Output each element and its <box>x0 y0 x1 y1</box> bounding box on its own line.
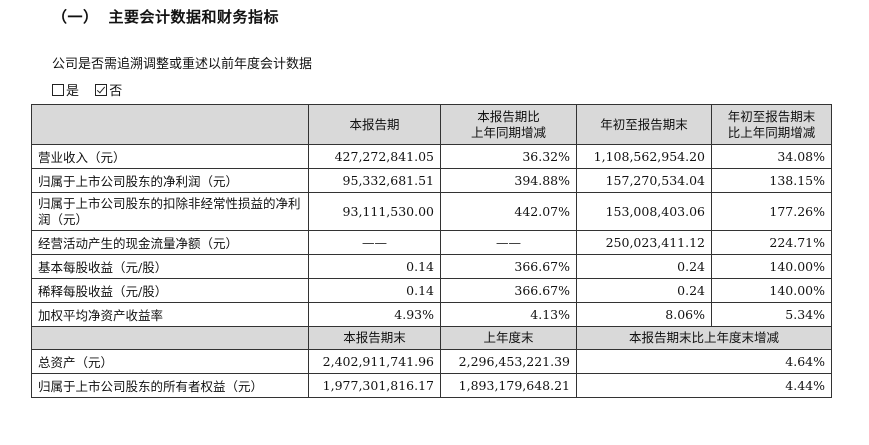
cell-value: 442.07% <box>440 192 577 231</box>
cell-value: 153,008,403.06 <box>576 192 712 231</box>
cell-value: 4.93% <box>308 302 441 327</box>
cell-value: 0.14 <box>308 254 441 279</box>
section-title: 主要会计数据和财务指标 <box>108 8 280 26</box>
cell-value: 4.44% <box>576 373 832 398</box>
table-row: 营业收入（元） 427,272,841.05 36.32% 1,108,562,… <box>31 144 832 169</box>
table1-header-blank <box>31 104 309 145</box>
cell-value: 138.15% <box>711 168 832 193</box>
table-row: 稀释每股收益（元/股） 0.14 366.67% 0.24 140.00% <box>31 278 832 303</box>
row-label: 归属于上市公司股东的扣除非经常性损益的净利润（元） <box>31 192 309 231</box>
table2-header-row: 本报告期末 上年度末 本报告期末比上年度末增减 <box>31 326 832 350</box>
restate-choices: 是 否 <box>52 80 122 99</box>
table2-header-change: 本报告期末比上年度末增减 <box>576 326 832 350</box>
table-row: 经营活动产生的现金流量净额（元） —— —— 250,023,411.12 22… <box>31 230 832 255</box>
table-row: 基本每股收益（元/股） 0.14 366.67% 0.24 140.00% <box>31 254 832 279</box>
table2-header-blank <box>31 326 309 350</box>
restate-question: 公司是否需追溯调整或重述以前年度会计数据 <box>52 57 313 72</box>
checkbox-yes[interactable] <box>52 84 64 96</box>
checkbox-no[interactable] <box>95 84 108 96</box>
cell-value: 93,111,530.00 <box>308 192 441 231</box>
table1-header-ytd: 年初至报告期末 <box>576 104 712 145</box>
row-label: 归属于上市公司股东的所有者权益（元） <box>31 373 309 398</box>
row-label: 经营活动产生的现金流量净额（元） <box>31 230 309 255</box>
table-row: 归属于上市公司股东的扣除非经常性损益的净利润（元） 93,111,530.00 … <box>31 192 832 231</box>
row-label: 归属于上市公司股东的净利润（元） <box>31 168 309 193</box>
cell-value: 0.24 <box>576 278 712 303</box>
cell-value: 427,272,841.05 <box>308 144 441 169</box>
cell-value: 34.08% <box>711 144 832 169</box>
cell-value: 140.00% <box>711 254 832 279</box>
cell-value: 4.64% <box>576 349 832 374</box>
cell-value: 394.88% <box>440 168 577 193</box>
cell-value: 5.34% <box>711 302 832 327</box>
cell-value: —— <box>440 230 577 255</box>
table-row: 归属于上市公司股东的净利润（元） 95,332,681.51 394.88% 1… <box>31 168 832 193</box>
table1-header-ytd-change: 年初至报告期末 比上年同期增减 <box>711 104 832 145</box>
row-label: 总资产（元） <box>31 349 309 374</box>
cell-value: 157,270,534.04 <box>576 168 712 193</box>
cell-value: 1,977,301,816.17 <box>308 373 441 398</box>
cell-value: 177.26% <box>711 192 832 231</box>
financial-table: 本报告期 本报告期比 上年同期增减 年初至报告期末 年初至报告期末 比上年同期增减 … <box>31 104 832 398</box>
cell-value: 2,296,453,221.39 <box>440 349 577 374</box>
cell-value: 366.67% <box>440 278 577 303</box>
table2-header-prior-year-end: 上年度末 <box>440 326 577 350</box>
cell-value: 140.00% <box>711 278 832 303</box>
row-label: 基本每股收益（元/股） <box>31 254 309 279</box>
cell-value: 8.06% <box>576 302 712 327</box>
table2-header-period-end: 本报告期末 <box>308 326 441 350</box>
cell-value: 95,332,681.51 <box>308 168 441 193</box>
cell-value: 1,108,562,954.20 <box>576 144 712 169</box>
cell-value: 36.32% <box>440 144 577 169</box>
cell-value: 366.67% <box>440 254 577 279</box>
cell-value: —— <box>308 230 441 255</box>
table1-header-row: 本报告期 本报告期比 上年同期增减 年初至报告期末 年初至报告期末 比上年同期增减 <box>31 104 832 145</box>
cell-value: 4.13% <box>440 302 577 327</box>
row-label: 加权平均净资产收益率 <box>31 302 309 327</box>
cell-value: 0.24 <box>576 254 712 279</box>
cell-value: 224.71% <box>711 230 832 255</box>
table1-header-current-change: 本报告期比 上年同期增减 <box>440 104 577 145</box>
option-no-label: 否 <box>109 84 123 99</box>
cell-value: 0.14 <box>308 278 441 303</box>
cell-value: 1,893,179,648.21 <box>440 373 577 398</box>
table-row: 加权平均净资产收益率 4.93% 4.13% 8.06% 5.34% <box>31 302 832 327</box>
row-label: 营业收入（元） <box>31 144 309 169</box>
section-number: （一） <box>52 8 99 26</box>
table-row: 总资产（元） 2,402,911,741.96 2,296,453,221.39… <box>31 349 832 374</box>
cell-value: 250,023,411.12 <box>576 230 712 255</box>
option-yes-label: 是 <box>66 84 80 99</box>
section-heading: （一） 主要会计数据和财务指标 <box>52 6 279 27</box>
table-row: 归属于上市公司股东的所有者权益（元） 1,977,301,816.17 1,89… <box>31 373 832 398</box>
cell-value: 2,402,911,741.96 <box>308 349 441 374</box>
row-label: 稀释每股收益（元/股） <box>31 278 309 303</box>
table1-header-current: 本报告期 <box>308 104 441 145</box>
